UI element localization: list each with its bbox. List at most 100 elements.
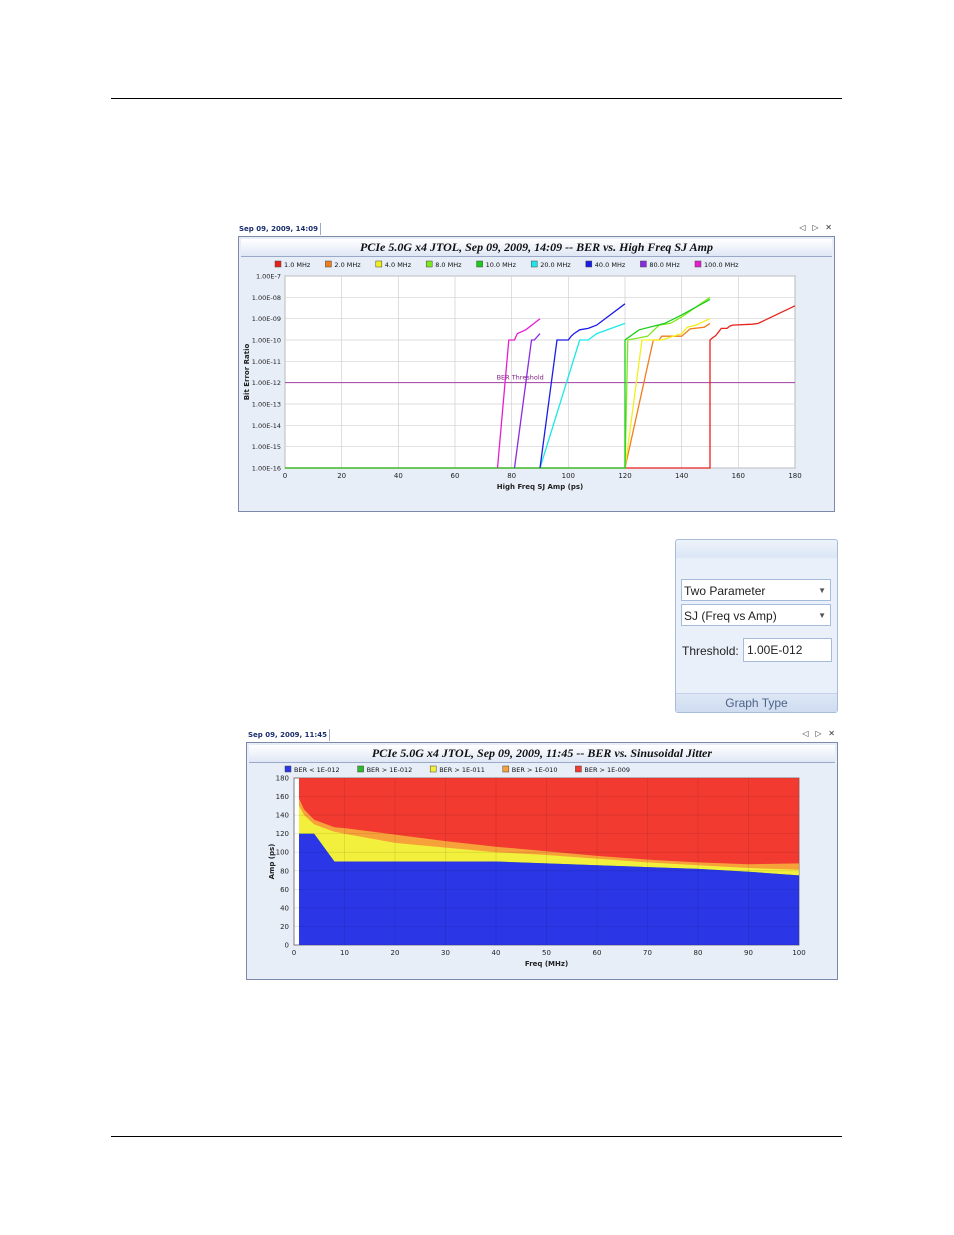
footer-rule	[111, 1136, 842, 1137]
x-tick-label: 80	[694, 949, 703, 957]
legend-swatch	[375, 260, 383, 268]
x-tick-label: 40	[394, 472, 403, 480]
series-line	[624, 318, 711, 469]
legend-swatch	[585, 260, 593, 268]
threshold-label: Threshold:	[682, 644, 739, 658]
x-tick-label: 160	[732, 472, 745, 480]
legend-swatch	[502, 765, 510, 773]
legend-swatch	[284, 765, 292, 773]
chart2-tab-bar: Sep 09, 2009, 11:45 ◁ ▷ ✕	[246, 729, 837, 743]
y-tick-label: 60	[280, 886, 289, 894]
legend-label: BER > 1E-012	[367, 766, 413, 774]
legend-swatch	[274, 260, 282, 268]
x-tick-label: 0	[292, 949, 296, 957]
header-rule	[111, 98, 842, 99]
y-axis-label: Bit Error Ratio	[243, 344, 251, 401]
y-tick-label: 100	[276, 849, 289, 857]
legend-label: 40.0 MHz	[595, 261, 626, 269]
graph-type-label: Graph Type	[676, 693, 837, 712]
y-tick-label: 1.00E-10	[252, 337, 281, 345]
chart1-title: PCIe 5.0G x4 JTOL, Sep 09, 2009, 14:09 -…	[241, 239, 832, 257]
chevron-down-icon: ▼	[818, 611, 826, 620]
x-tick-label: 60	[451, 472, 460, 480]
y-tick-label: 1.00E-7	[256, 273, 281, 281]
legend-swatch	[640, 260, 647, 268]
threshold-label: BER Threshold	[497, 374, 544, 382]
y-tick-label: 1.00E-12	[252, 379, 281, 387]
y-axis-label: Amp (ps)	[268, 844, 276, 880]
x-tick-label: 80	[507, 472, 516, 480]
chart2-title: PCIe 5.0G x4 JTOL, Sep 09, 2009, 11:45 -…	[249, 745, 835, 763]
legend-swatch	[530, 260, 538, 268]
legend-swatch	[325, 260, 332, 268]
legend-label: 20.0 MHz	[540, 261, 571, 269]
y-tick-label: 1.00E-11	[252, 358, 281, 366]
y-tick-label: 80	[280, 867, 289, 875]
chart1-window-controls[interactable]: ◁ ▷ ✕	[799, 223, 834, 232]
chart2-tab[interactable]: Sep 09, 2009, 11:45	[246, 729, 330, 741]
y-tick-label: 180	[276, 775, 289, 783]
x-tick-label: 40	[492, 949, 501, 957]
y-tick-label: 1.00E-16	[252, 465, 281, 473]
chart2-plot: 0 10 20 30 40 50 60 70 80 90 100 0 20 40 60 80 100 120 140…	[268, 765, 806, 968]
graph-param-value: SJ (Freq vs Amp)	[684, 609, 777, 623]
graph-param-select[interactable]: SJ (Freq vs Amp) ▼	[681, 604, 831, 626]
graph-mode-value: Two Parameter	[684, 584, 766, 598]
x-tick-label: 140	[675, 472, 688, 480]
graph-mode-select[interactable]: Two Parameter ▼	[681, 579, 831, 601]
legend-label: BER > 1E-010	[512, 766, 558, 774]
legend-swatch	[694, 260, 702, 268]
series-line	[539, 322, 626, 469]
x-axis-label: Freq (MHz)	[525, 960, 568, 968]
series-line	[513, 333, 541, 469]
y-tick-label: 0	[285, 942, 289, 950]
series-line	[285, 305, 796, 469]
legend-swatch	[425, 260, 433, 268]
threshold-input[interactable]: 1.00E-012	[743, 638, 832, 662]
legend-label: 8.0 MHz	[435, 261, 462, 269]
legend-label: BER > 1E-009	[584, 766, 630, 774]
x-tick-label: 100	[792, 949, 805, 957]
graph-type-group: Two Parameter ▼ SJ (Freq vs Amp) ▼ Thres…	[675, 539, 838, 713]
chart1-tab-bar: Sep 09, 2009, 14:09 ◁ ▷ ✕	[237, 223, 834, 237]
legend-swatch	[357, 765, 364, 773]
x-tick-label: 120	[618, 472, 631, 480]
chevron-down-icon: ▼	[818, 586, 826, 595]
x-tick-label: 0	[283, 472, 287, 480]
y-tick-label: 1.00E-13	[252, 401, 281, 409]
x-tick-label: 100	[562, 472, 575, 480]
y-tick-label: 40	[280, 904, 289, 912]
legend-swatch	[429, 765, 437, 773]
y-tick-label: 140	[276, 812, 289, 820]
plot-area	[284, 275, 796, 469]
legend-label: 1.0 MHz	[284, 261, 311, 269]
x-tick-label: 90	[744, 949, 753, 957]
chart2-window-controls[interactable]: ◁ ▷ ✕	[802, 729, 837, 738]
y-tick-label: 1.00E-08	[252, 294, 281, 302]
x-tick-label: 30	[441, 949, 450, 957]
series-line	[285, 298, 711, 469]
y-tick-label: 1.00E-15	[252, 443, 281, 451]
x-tick-label: 180	[788, 472, 801, 480]
legend-label: 2.0 MHz	[334, 261, 361, 269]
legend-label: 4.0 MHz	[385, 261, 412, 269]
y-tick-label: 160	[276, 793, 289, 801]
chart2-panel: PCIe 5.0G x4 JTOL, Sep 09, 2009, 11:45 -…	[246, 742, 838, 980]
y-tick-label: 120	[276, 830, 289, 838]
x-tick-label: 20	[391, 949, 400, 957]
series-line	[496, 318, 541, 469]
x-axis-label: High Freq SJ Amp (ps)	[497, 483, 584, 491]
y-tick-label: 1.00E-09	[252, 315, 281, 323]
legend-swatch	[476, 260, 483, 268]
legend-label: BER > 1E-011	[439, 766, 485, 774]
legend-swatch	[575, 765, 582, 773]
x-tick-label: 50	[542, 949, 551, 957]
series-line	[539, 303, 626, 469]
x-tick-label: 10	[340, 949, 349, 957]
y-tick-label: 1.00E-14	[252, 422, 281, 430]
chart1-plot: 0 20 40 60 80 100 120 140 160 180 1.00E-16 1.00E-15…	[243, 260, 802, 491]
series-area	[299, 833, 799, 945]
chart1-tab[interactable]: Sep 09, 2009, 14:09	[237, 223, 321, 235]
x-tick-label: 20	[337, 472, 346, 480]
x-tick-label: 60	[593, 949, 602, 957]
